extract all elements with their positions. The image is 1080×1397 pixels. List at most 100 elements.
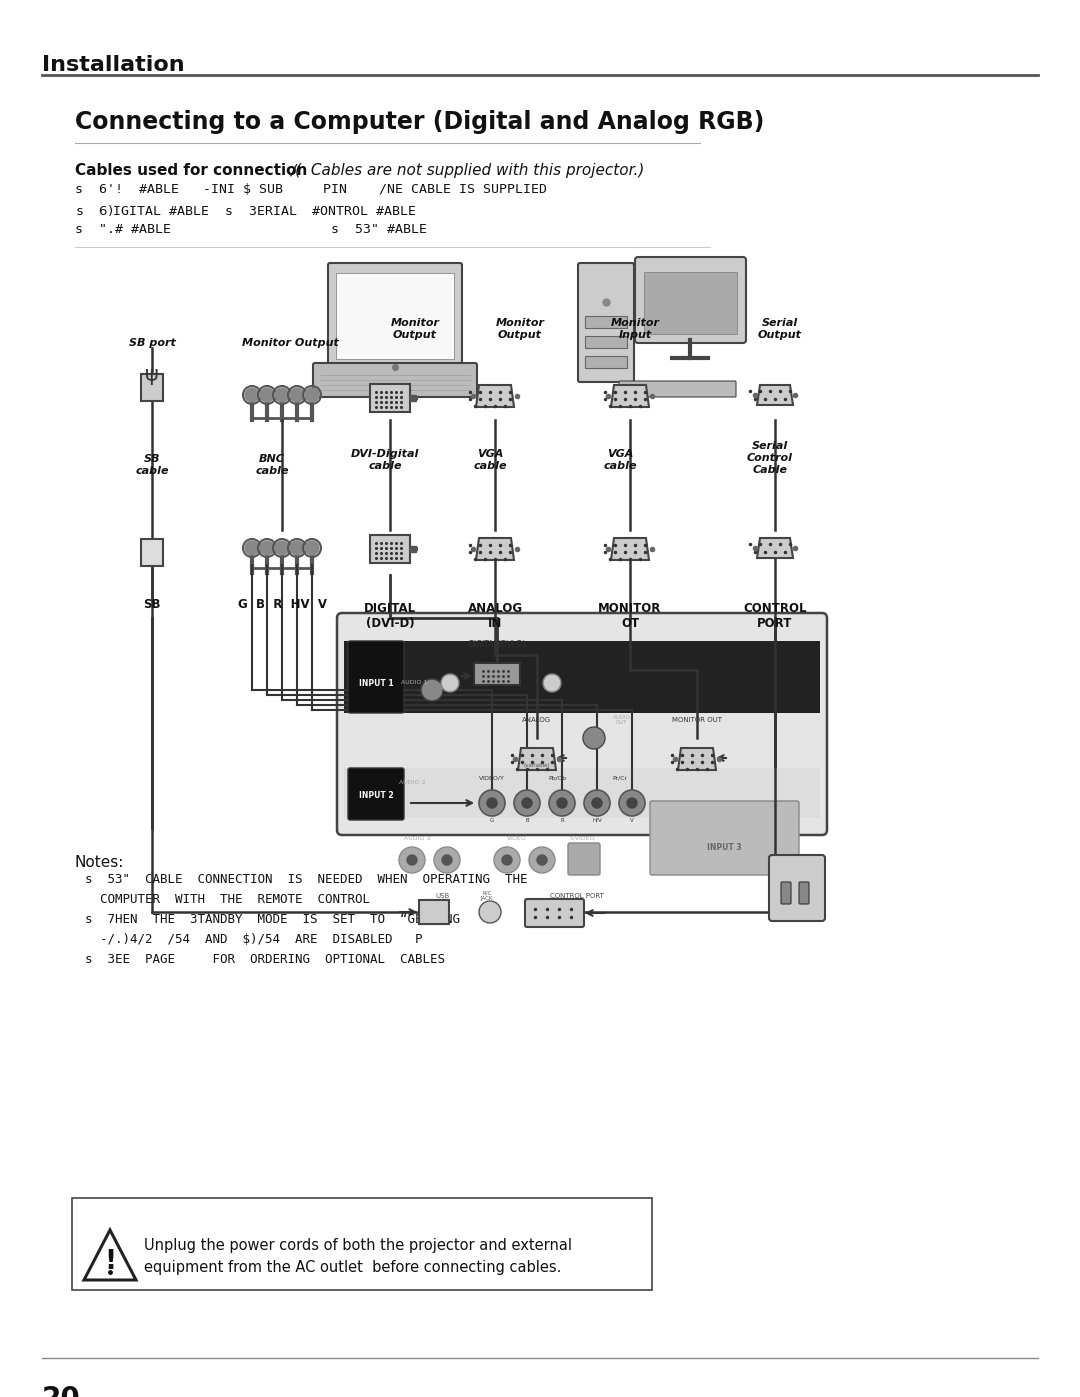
Text: s  ".# #ABLE                    s  53" #ABLE: s ".# #ABLE s 53" #ABLE [75, 224, 427, 236]
Circle shape [291, 388, 303, 402]
Text: s  $6)  $IGITAL #ABLE  s  3ERIAL  #ONTROL #ABLE: s $6) $IGITAL #ABLE s 3ERIAL #ONTROL #AB… [75, 203, 417, 218]
Circle shape [515, 791, 539, 814]
Polygon shape [476, 386, 514, 407]
FancyBboxPatch shape [474, 664, 519, 685]
FancyBboxPatch shape [419, 900, 449, 923]
Circle shape [584, 728, 604, 747]
FancyBboxPatch shape [348, 641, 404, 712]
FancyBboxPatch shape [769, 855, 825, 921]
Text: R/C
JACK: R/C JACK [481, 891, 494, 901]
Text: Notes:: Notes: [75, 855, 124, 870]
Text: B: B [525, 819, 529, 823]
Text: s  3EE  PAGE     FOR  ORDERING  OPTIONAL  CABLES: s 3EE PAGE FOR ORDERING OPTIONAL CABLES [85, 953, 445, 965]
FancyBboxPatch shape [313, 363, 477, 397]
Text: G: G [490, 819, 495, 823]
Text: BNC
cable: BNC cable [255, 454, 288, 476]
Circle shape [480, 791, 504, 814]
Text: VGA
cable: VGA cable [473, 450, 507, 471]
Text: CONTROL
PORT: CONTROL PORT [743, 602, 807, 630]
Circle shape [275, 388, 289, 402]
Text: VGA
cable: VGA cable [604, 450, 637, 471]
FancyBboxPatch shape [345, 768, 820, 819]
Text: Monitor Output: Monitor Output [242, 338, 338, 348]
Circle shape [592, 798, 602, 807]
Circle shape [557, 798, 567, 807]
Text: Unplug the power cords of both the projector and external: Unplug the power cords of both the proje… [144, 1238, 572, 1253]
Circle shape [442, 675, 458, 692]
Circle shape [245, 388, 259, 402]
FancyBboxPatch shape [568, 842, 600, 875]
Text: COMPUTER  WITH  THE  REMOTE  CONTROL: COMPUTER WITH THE REMOTE CONTROL [85, 893, 370, 907]
FancyBboxPatch shape [370, 384, 410, 412]
Polygon shape [476, 538, 514, 560]
Text: USB: USB [435, 893, 449, 900]
Text: ψ: ψ [145, 365, 159, 386]
FancyBboxPatch shape [650, 800, 799, 875]
Circle shape [407, 855, 417, 865]
Text: CONTROL PORT: CONTROL PORT [550, 893, 604, 900]
Circle shape [305, 388, 319, 402]
Polygon shape [518, 747, 556, 770]
FancyBboxPatch shape [585, 356, 627, 367]
Text: Serial
Control
Cable: Serial Control Cable [747, 441, 793, 475]
FancyBboxPatch shape [799, 882, 809, 904]
Circle shape [275, 541, 289, 555]
Text: DVI-Digital
cable: DVI-Digital cable [351, 450, 419, 471]
Circle shape [522, 798, 532, 807]
Circle shape [627, 798, 637, 807]
Text: S-VIDEO: S-VIDEO [569, 835, 595, 841]
Circle shape [537, 855, 546, 865]
Text: Installation: Installation [42, 54, 185, 75]
Circle shape [487, 798, 497, 807]
Text: 20: 20 [42, 1384, 81, 1397]
Polygon shape [611, 386, 649, 407]
Text: AUDIO
OUT: AUDIO OUT [613, 715, 631, 725]
FancyBboxPatch shape [337, 613, 827, 835]
Circle shape [291, 541, 303, 555]
Text: equipment from the AC outlet  before connecting cables.: equipment from the AC outlet before conn… [144, 1260, 562, 1275]
FancyBboxPatch shape [585, 337, 627, 348]
Circle shape [305, 541, 319, 555]
Text: ANALOG
IN: ANALOG IN [468, 602, 523, 630]
FancyBboxPatch shape [336, 272, 454, 359]
Text: Serial
Output: Serial Output [758, 319, 802, 339]
Text: SB port: SB port [129, 338, 175, 348]
Polygon shape [678, 747, 716, 770]
Polygon shape [611, 538, 649, 560]
Text: SB: SB [144, 598, 161, 610]
Text: ANALOG: ANALOG [523, 717, 552, 724]
FancyBboxPatch shape [348, 768, 404, 820]
Text: R: R [561, 819, 564, 823]
Text: G  B  R  HV  V: G B R HV V [238, 598, 326, 610]
Circle shape [502, 855, 512, 865]
Text: DIGITAL(DVI-D): DIGITAL(DVI-D) [469, 640, 526, 650]
Circle shape [400, 848, 424, 872]
FancyBboxPatch shape [585, 316, 627, 328]
Text: -/.)4/2  /54  AND  $)/54  ARE  DISABLED   P: -/.)4/2 /54 AND $)/54 ARE DISABLED P [85, 933, 422, 946]
Text: INPUT 3: INPUT 3 [706, 844, 741, 852]
Circle shape [260, 541, 274, 555]
Circle shape [620, 791, 644, 814]
Text: s  6'!  #ABLE   -INI $ SUB     PIN    /NE CABLE IS SUPPLIED: s 6'! #ABLE -INI $ SUB PIN /NE CABLE IS … [75, 183, 546, 196]
Text: s  53"  CABLE  CONNECTION  IS  NEEDED  WHEN  OPERATING  THE: s 53" CABLE CONNECTION IS NEEDED WHEN OP… [85, 873, 527, 886]
Circle shape [530, 848, 554, 872]
Circle shape [585, 791, 609, 814]
Circle shape [544, 675, 561, 692]
Text: INPUT 2: INPUT 2 [359, 792, 393, 800]
Polygon shape [757, 386, 793, 405]
Text: !: ! [104, 1249, 116, 1275]
Text: Monitor
Output: Monitor Output [496, 319, 544, 339]
FancyBboxPatch shape [578, 263, 634, 381]
Text: INPUT 1: INPUT 1 [359, 679, 393, 687]
Text: (variable): (variable) [524, 764, 551, 768]
FancyBboxPatch shape [72, 1199, 652, 1289]
Text: MONITOR
OT: MONITOR OT [598, 602, 662, 630]
Circle shape [495, 848, 519, 872]
Text: Pr/Cr: Pr/Cr [612, 775, 627, 781]
Text: AUDIO 3: AUDIO 3 [404, 835, 430, 841]
Polygon shape [84, 1229, 136, 1280]
Circle shape [245, 541, 259, 555]
Text: AUDIO 2: AUDIO 2 [399, 781, 426, 785]
Circle shape [550, 791, 573, 814]
Text: AUDIO 1: AUDIO 1 [401, 680, 428, 686]
